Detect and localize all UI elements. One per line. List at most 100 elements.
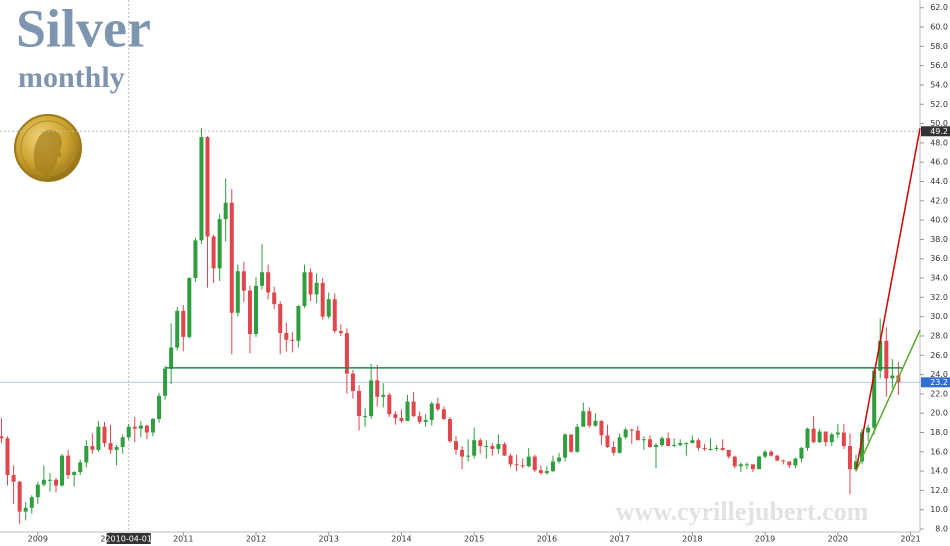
watermark: www.cyrillejubert.com bbox=[616, 497, 869, 526]
candle-body bbox=[532, 456, 537, 471]
x-tick-label: 2016 bbox=[537, 535, 557, 544]
candle-body bbox=[411, 401, 416, 417]
candle-body bbox=[60, 455, 65, 486]
candle-body bbox=[11, 474, 16, 482]
candle-body bbox=[72, 472, 77, 475]
candle-body bbox=[781, 460, 786, 462]
candle-body bbox=[332, 299, 337, 332]
candle-body bbox=[599, 420, 604, 436]
candle-body bbox=[684, 443, 689, 445]
crosshair-x-box bbox=[106, 533, 151, 544]
candle-body bbox=[629, 429, 634, 431]
last-price-label: 23.2 bbox=[930, 378, 948, 387]
candle-body bbox=[514, 464, 519, 466]
candle-body bbox=[460, 449, 465, 457]
candle-body bbox=[829, 434, 834, 443]
candle-body bbox=[854, 461, 858, 470]
candle-body bbox=[496, 444, 501, 449]
candle-body bbox=[223, 202, 228, 220]
candle-body bbox=[41, 479, 46, 485]
y-tick-label: 26.0 bbox=[930, 351, 948, 360]
candle-body bbox=[17, 481, 22, 512]
candle-body bbox=[272, 292, 277, 305]
candle-body bbox=[193, 240, 198, 279]
candle-body bbox=[23, 507, 28, 512]
x-tick-label: 2015 bbox=[464, 535, 484, 544]
x-tick-label: 2014 bbox=[391, 535, 411, 544]
candle-body bbox=[338, 331, 343, 334]
coin bbox=[14, 114, 82, 182]
candle-body bbox=[35, 484, 40, 498]
candle-body bbox=[563, 434, 568, 458]
y-tick-label: 34.0 bbox=[930, 274, 948, 283]
candle-body bbox=[817, 431, 822, 443]
plot-area bbox=[0, 0, 921, 532]
candle-body bbox=[163, 368, 168, 396]
candle-body bbox=[641, 439, 646, 441]
x-tick-label: 2012 bbox=[246, 535, 266, 544]
y-tick-label: 22.0 bbox=[930, 389, 948, 398]
candle-body bbox=[199, 137, 204, 241]
x-tick-label: 2013 bbox=[319, 535, 339, 544]
y-tick-label: 18.0 bbox=[930, 428, 948, 437]
candle-body bbox=[623, 429, 628, 438]
candle-body bbox=[90, 446, 95, 450]
candle-body bbox=[217, 219, 222, 269]
candle-body bbox=[54, 479, 58, 486]
candle-body bbox=[254, 285, 258, 335]
y-tick-label: 60.0 bbox=[930, 23, 948, 32]
chart-title: Silver bbox=[16, 0, 151, 58]
candle-body bbox=[150, 418, 155, 433]
candle-body bbox=[78, 462, 83, 473]
y-tick-label: 28.0 bbox=[930, 331, 948, 340]
candle-body bbox=[169, 347, 174, 369]
y-tick-label: 30.0 bbox=[930, 312, 948, 321]
candle-body bbox=[757, 456, 762, 470]
candle-body bbox=[290, 339, 295, 341]
candle-body bbox=[878, 340, 883, 371]
candle-body bbox=[726, 449, 731, 457]
candle-body bbox=[787, 461, 792, 466]
candle-body bbox=[266, 272, 271, 293]
candle-body bbox=[247, 290, 252, 335]
candle-body bbox=[66, 455, 71, 475]
candle-body bbox=[5, 438, 10, 475]
y-tick-label: 54.0 bbox=[930, 80, 948, 89]
candle-body bbox=[841, 432, 846, 447]
candle-body bbox=[320, 282, 325, 317]
y-tick-label: 12.0 bbox=[930, 486, 948, 495]
candle-body bbox=[550, 461, 555, 472]
crosshair-y-label: 49.2 bbox=[930, 127, 948, 136]
candle-body bbox=[866, 427, 871, 433]
candle-body bbox=[502, 444, 507, 456]
candle-body bbox=[666, 438, 671, 447]
candle-body bbox=[569, 434, 574, 452]
y-tick-label: 46.0 bbox=[930, 158, 948, 167]
candle-body bbox=[399, 418, 404, 421]
last-price-box bbox=[921, 377, 950, 388]
candle-body bbox=[344, 333, 349, 374]
candle-body bbox=[181, 310, 186, 337]
candle-body bbox=[441, 409, 446, 419]
y-tick-label: 56.0 bbox=[930, 61, 948, 70]
candle-body bbox=[423, 419, 428, 422]
candle-body bbox=[805, 428, 810, 448]
candle-body bbox=[235, 271, 240, 313]
y-tick-label: 48.0 bbox=[930, 138, 948, 147]
candle-body bbox=[387, 394, 392, 415]
candle-body bbox=[84, 446, 89, 463]
candle-body bbox=[605, 435, 610, 447]
candle-body bbox=[205, 137, 210, 237]
candle-body bbox=[672, 445, 677, 447]
candle-body bbox=[617, 437, 622, 453]
candle-body bbox=[241, 271, 246, 291]
candle-body bbox=[720, 447, 725, 450]
y-tick-label: 50.0 bbox=[930, 119, 948, 128]
candle-body bbox=[381, 394, 386, 397]
candle-body bbox=[96, 426, 101, 450]
candle-body bbox=[799, 447, 804, 459]
candle-body bbox=[557, 457, 562, 462]
candle-body bbox=[732, 456, 737, 467]
y-tick-label: 58.0 bbox=[930, 42, 948, 51]
